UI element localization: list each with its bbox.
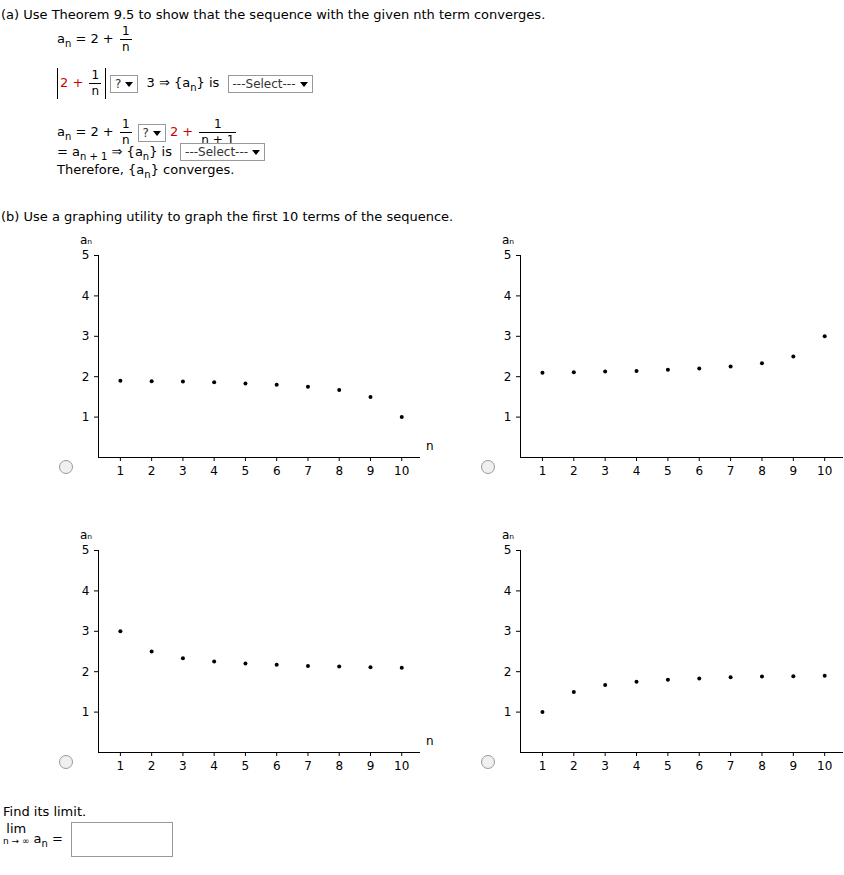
html-text:1: 1 — [214, 117, 222, 131]
svg-text:6: 6 — [695, 759, 703, 773]
svg-text:4: 4 — [504, 584, 512, 598]
html-text:aₙ: aₙ — [80, 233, 93, 247]
html-text:---Select---: ---Select--- — [232, 76, 296, 91]
svg-text:1: 1 — [539, 464, 547, 478]
svg-text:7: 7 — [304, 759, 312, 773]
svg-text:7: 7 — [727, 464, 735, 478]
svg-text:3: 3 — [504, 624, 512, 638]
html-text:= an + 1⇒ {an} is: = an + 1⇒ {an} is — [57, 143, 177, 162]
svg-text:5: 5 — [664, 759, 672, 773]
svg-text:2: 2 — [504, 665, 512, 679]
svg-text:7: 7 — [727, 759, 735, 773]
svg-text:6: 6 — [695, 464, 703, 478]
html-text:Find its limit.: Find its limit. — [3, 804, 87, 819]
svg-text:6: 6 — [273, 464, 281, 478]
html-text:an= 2 + 1: an= 2 + 1 — [57, 117, 130, 142]
html-text:(b) Use a graphing utility to: (b) Use a graphing utility to graph the … — [1, 209, 454, 224]
svg-text:8: 8 — [335, 464, 343, 478]
html-text:aₙ: aₙ — [502, 233, 515, 247]
svg-text:6: 6 — [273, 759, 281, 773]
html-text:n + 1: n + 1 — [201, 133, 235, 147]
svg-text:5: 5 — [504, 543, 512, 557]
svg-text:4: 4 — [82, 584, 90, 598]
svg-text:1: 1 — [539, 759, 547, 773]
svg-text:8: 8 — [335, 759, 343, 773]
html-text:2 +: 2 + — [169, 124, 198, 139]
html-text:n → ∞ an=: n → ∞ an= — [3, 831, 68, 849]
html-text:---Select---: ---Select--- — [185, 145, 249, 159]
svg-text:1: 1 — [117, 464, 125, 478]
svg-text:3: 3 — [179, 464, 187, 478]
svg-text:2: 2 — [82, 665, 90, 679]
svg-text:2: 2 — [148, 759, 156, 773]
html-text:n: n — [91, 84, 100, 98]
html-text:2 + 1: 2 + 1 — [60, 68, 100, 90]
svg-text:9: 9 — [367, 464, 375, 478]
svg-text:2: 2 — [570, 759, 578, 773]
html-text:n: n — [121, 133, 130, 147]
html-text:aₙ: aₙ — [80, 528, 93, 542]
html-text:(a) Use Theorem 9.5 to show th: (a) Use Theorem 9.5 to show that the seq… — [1, 7, 546, 22]
svg-text:4: 4 — [633, 759, 641, 773]
html-text:an= 2 + 1: an= 2 + 1 — [57, 24, 130, 49]
svg-text:9: 9 — [790, 759, 798, 773]
svg-text:1: 1 — [117, 759, 125, 773]
svg-text:9: 9 — [367, 759, 375, 773]
html-text:n: n — [426, 734, 434, 748]
html-text:n: n — [121, 40, 130, 54]
svg-text:1: 1 — [82, 705, 90, 719]
svg-text:8: 8 — [758, 464, 766, 478]
svg-text:1: 1 — [504, 705, 512, 719]
svg-text:10: 10 — [394, 759, 409, 773]
svg-text:2: 2 — [570, 464, 578, 478]
svg-text:10: 10 — [817, 464, 832, 478]
svg-text:2: 2 — [148, 464, 156, 478]
svg-text:5: 5 — [82, 248, 90, 262]
svg-text:3: 3 — [82, 624, 90, 638]
svg-text:4: 4 — [210, 464, 218, 478]
svg-text:5: 5 — [242, 759, 250, 773]
svg-text:3: 3 — [601, 464, 609, 478]
svg-text:9: 9 — [790, 464, 798, 478]
svg-text:3: 3 — [179, 759, 187, 773]
svg-text:4: 4 — [210, 759, 218, 773]
svg-text:10: 10 — [817, 759, 832, 773]
svg-text:4: 4 — [633, 464, 641, 478]
svg-text:2: 2 — [82, 370, 90, 384]
svg-text:1: 1 — [504, 410, 512, 424]
html-text:lim: lim — [6, 821, 27, 836]
html-text:Therefore, {an} converges.: Therefore, {an} converges. — [57, 162, 235, 180]
svg-text:4: 4 — [504, 289, 512, 303]
html-text:n: n — [426, 439, 434, 453]
svg-text:5: 5 — [82, 543, 90, 557]
svg-text:3: 3 — [601, 759, 609, 773]
html-text:aₙ: aₙ — [502, 528, 515, 542]
svg-text:8: 8 — [758, 759, 766, 773]
svg-text:5: 5 — [664, 464, 672, 478]
svg-text:10: 10 — [394, 464, 409, 478]
svg-text:3: 3 — [504, 329, 512, 343]
svg-text:5: 5 — [504, 248, 512, 262]
svg-text:3: 3 — [82, 329, 90, 343]
svg-text:2: 2 — [504, 370, 512, 384]
svg-text:4: 4 — [82, 289, 90, 303]
svg-text:7: 7 — [304, 464, 312, 478]
svg-text:5: 5 — [242, 464, 250, 478]
svg-text:1: 1 — [82, 410, 90, 424]
html-text:3 ⇒ {an} is: 3 ⇒ {an} is — [142, 75, 224, 93]
